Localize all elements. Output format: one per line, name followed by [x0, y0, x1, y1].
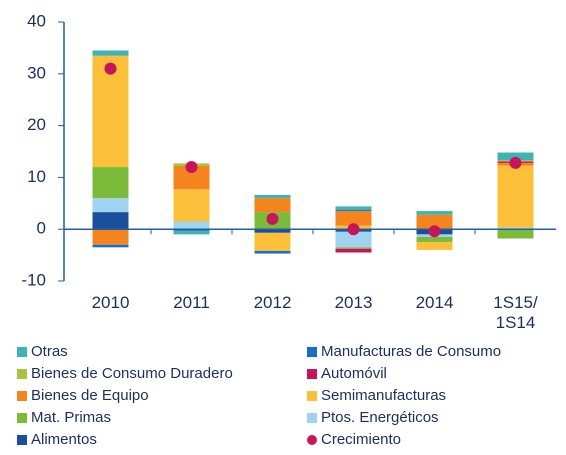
legend-label: Ptos. Energéticos: [321, 409, 439, 426]
bar-segment: [254, 195, 291, 199]
bar-segment: [335, 247, 372, 249]
bar-segment: [254, 232, 291, 251]
bar-segment: [173, 166, 210, 190]
legend-label: Otras: [31, 343, 68, 360]
bar-segment: [416, 214, 453, 230]
bar-segment: [92, 244, 129, 248]
y-tick-label: 10: [27, 167, 46, 186]
growth-dot: [266, 212, 279, 225]
bar-segment: [92, 229, 129, 245]
x-tick-label: 2011: [173, 293, 210, 312]
bar-segment: [254, 198, 291, 213]
bar-segment: [497, 229, 534, 239]
bar-segment: [173, 189, 210, 222]
growth-dot: [185, 161, 198, 174]
bar-segment: [254, 229, 291, 233]
legend-swatch: [307, 369, 317, 379]
y-tick-label: 20: [27, 115, 46, 134]
legend-label: Bienes de Equipo: [31, 387, 149, 404]
legend-swatch: [17, 347, 27, 357]
legend-swatch: [307, 347, 317, 357]
legend-label: Alimentos: [31, 431, 97, 448]
legend-swatch: [307, 435, 317, 445]
bar-segment: [92, 212, 129, 230]
x-tick-label: 1S15/ 1S14: [493, 293, 538, 332]
bar-segment: [335, 248, 372, 253]
bar-segment: [335, 231, 372, 248]
legend-swatch: [17, 413, 27, 423]
bar-segment: [335, 210, 372, 212]
bar-segment: [416, 236, 453, 243]
growth-dot: [104, 62, 117, 75]
x-tick-label: 2013: [334, 293, 373, 312]
legend-label: Bienes de Consumo Duradero: [31, 365, 233, 382]
bar-segment: [416, 211, 453, 215]
y-tick-label: 0: [37, 219, 46, 238]
legend-label: Crecimiento: [321, 431, 402, 448]
y-tick-label: 40: [27, 11, 46, 30]
bar-segment: [173, 221, 210, 230]
bar-segment: [173, 229, 210, 231]
bar-segment: [335, 211, 372, 226]
bar-segment: [416, 242, 453, 250]
bar-segment: [92, 198, 129, 213]
legend-swatch: [307, 413, 317, 423]
legend-label: Mat. Primas: [31, 409, 112, 426]
x-tick-label: 2014: [415, 293, 454, 312]
y-tick-label: -10: [21, 270, 46, 289]
legend-swatch: [307, 391, 317, 401]
x-tick-label: 2012: [253, 293, 292, 312]
bar-segment: [335, 206, 372, 211]
growth-dot: [347, 223, 360, 236]
bar-segment: [497, 152, 534, 161]
legend-swatch: [17, 435, 27, 445]
bar-segment: [497, 165, 534, 228]
x-tick-label: 2010: [91, 293, 130, 312]
y-tick-label: 30: [27, 63, 46, 82]
growth-dot: [509, 156, 522, 169]
legend-label: Manufacturas de Consumo: [321, 343, 502, 360]
bar-segment: [497, 227, 534, 230]
bar-segment: [173, 230, 210, 235]
bar-segment: [254, 250, 291, 254]
bar-segment: [92, 50, 129, 56]
legend-label: Semimanufacturas: [321, 387, 447, 404]
legend-label: Automóvil: [321, 365, 387, 382]
bar-segment: [92, 167, 129, 199]
legend-swatch: [17, 391, 27, 401]
legend-swatch: [17, 369, 27, 379]
growth-dot: [428, 225, 441, 238]
